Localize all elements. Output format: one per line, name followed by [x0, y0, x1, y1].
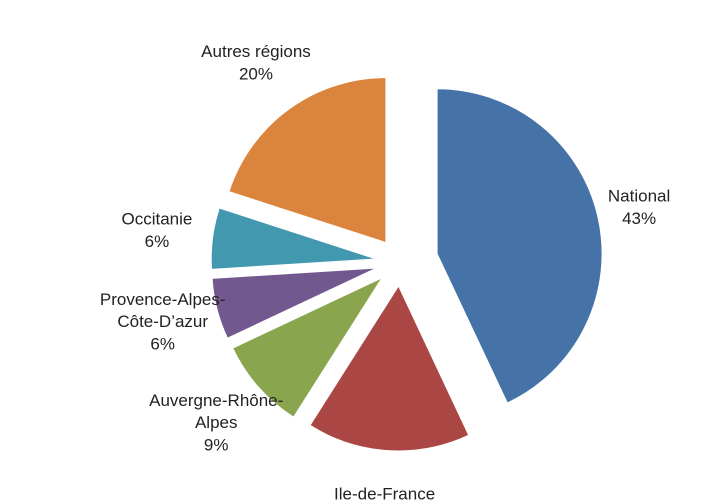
category-label: Ile-de-France	[334, 485, 435, 504]
pie-slice	[436, 88, 603, 404]
category-label: Autres régions	[201, 42, 311, 61]
pie-slice	[228, 77, 387, 244]
pie-slice	[309, 284, 470, 452]
category-label: National	[608, 187, 670, 206]
value-label: 43%	[622, 209, 656, 228]
value-label: 6%	[150, 334, 175, 353]
value-label: 6%	[145, 232, 170, 251]
value-label: 9%	[204, 436, 229, 455]
pie-slice	[210, 207, 377, 270]
category-label: Auvergne-Rhône-Alpes	[149, 392, 283, 433]
pie-slice	[211, 267, 377, 339]
category-label: Provence-Alpes-Côte-D’azur	[100, 290, 226, 331]
pie-slice	[232, 276, 384, 418]
category-label: Occitanie	[121, 210, 192, 229]
value-label: 20%	[239, 64, 273, 83]
